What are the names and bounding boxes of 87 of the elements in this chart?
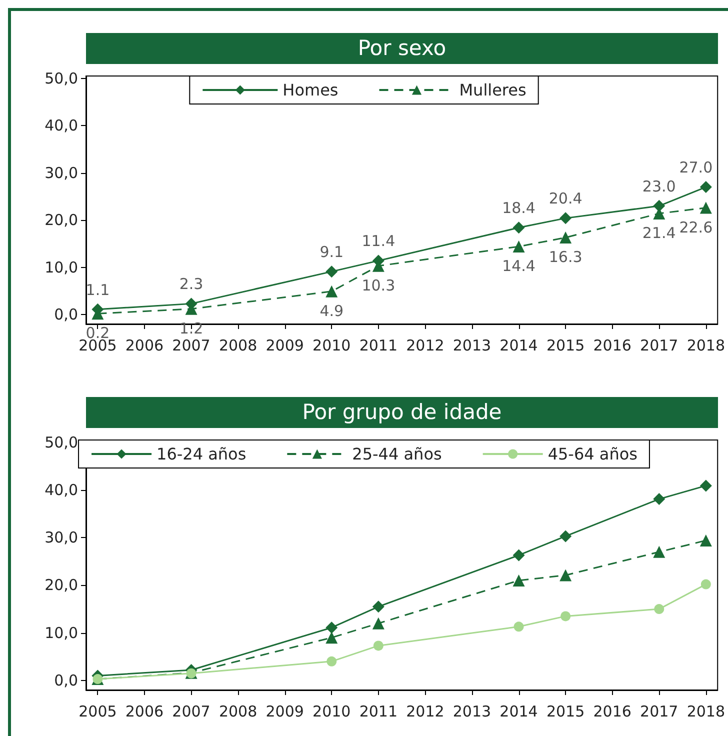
x-tick-label: 2017: [640, 702, 678, 720]
data-label: 11.4: [362, 232, 396, 250]
data-label: 27.0: [679, 158, 713, 177]
x-tick-label: 2010: [312, 702, 351, 720]
data-label: 22.6: [679, 218, 713, 236]
x-tick-label: 2017: [640, 336, 678, 354]
point: [326, 656, 337, 666]
x-tick-label: 2007: [172, 336, 210, 354]
point: [514, 622, 524, 632]
y-tick-label: 0,0: [54, 671, 78, 690]
point: [560, 530, 572, 542]
point: [512, 549, 525, 562]
data-label: 14.4: [502, 257, 536, 276]
point: [560, 611, 571, 622]
x-tick-label: 2018: [686, 336, 726, 354]
x-tick-label: 2016: [593, 336, 632, 354]
x-tick-label: 2008: [218, 702, 258, 720]
y-tick-label: 50,0: [44, 69, 78, 88]
point: [326, 266, 338, 278]
y-tick-label: 30,0: [44, 164, 78, 182]
x-tick-label: 2012: [406, 336, 444, 354]
x-tick-label: 2015: [546, 702, 585, 720]
x-tick-label: 2018: [686, 702, 726, 720]
data-label: 9.1: [320, 243, 344, 262]
data-label: 18.4: [502, 199, 536, 218]
x-tick-label: 2009: [266, 336, 304, 354]
legend-label: 45-64 años: [548, 444, 638, 464]
x-tick-label: 2011: [359, 336, 398, 354]
data-label: 1.2: [179, 319, 204, 338]
point: [560, 569, 572, 582]
x-tick-label: 2006: [125, 336, 164, 354]
point: [512, 222, 525, 234]
y-tick-label: 40,0: [44, 116, 78, 135]
point: [372, 617, 384, 630]
y-tick-label: 50,0: [44, 433, 78, 452]
point: [512, 574, 525, 586]
x-tick-label: 2016: [593, 702, 632, 720]
x-tick-label: 2010: [312, 336, 351, 354]
data-label: 10.3: [362, 276, 396, 294]
y-tick-label: 20,0: [44, 576, 78, 594]
chart-title: Por sexo: [86, 33, 718, 64]
legend-label: 25-44 años: [352, 444, 442, 464]
x-tick-label: 2006: [125, 702, 164, 720]
point: [560, 212, 572, 224]
x-tick-label: 2008: [218, 336, 258, 354]
y-tick-label: 0,0: [54, 306, 78, 324]
point: [700, 202, 712, 214]
point: [512, 240, 525, 253]
point: [653, 493, 666, 506]
x-tick-label: 2009: [266, 702, 304, 720]
point: [700, 181, 712, 194]
point: [326, 285, 338, 298]
x-tick-label: 2013: [452, 336, 492, 354]
y-tick-label: 10,0: [44, 258, 78, 276]
point: [654, 604, 664, 614]
data-label: 20.4: [548, 190, 582, 208]
point: [700, 534, 712, 546]
point: [373, 640, 384, 651]
data-label: 16.3: [548, 248, 582, 266]
data-label: 2.3: [179, 275, 204, 294]
y-tick-label: 30,0: [44, 528, 78, 547]
x-tick-label: 2013: [452, 702, 492, 720]
x-tick-label: 2012: [406, 702, 444, 720]
y-tick-label: 20,0: [44, 211, 78, 230]
data-label: 23.0: [642, 177, 676, 196]
point: [372, 600, 384, 613]
x-tick-label: 2005: [78, 702, 117, 720]
x-tick-label: 2015: [546, 336, 585, 354]
point: [700, 480, 712, 492]
data-label: 1.1: [86, 280, 110, 299]
chart-title: Por grupo de idade: [86, 397, 718, 428]
point: [700, 579, 711, 590]
legend-label: Homes: [282, 80, 338, 100]
y-tick-label: 40,0: [44, 481, 78, 499]
legend-label: Mulleres: [459, 80, 526, 100]
data-label: 21.4: [642, 224, 676, 242]
point: [653, 546, 666, 558]
x-tick-label: 2014: [500, 702, 538, 720]
data-label: 4.9: [320, 302, 344, 320]
y-tick-label: 10,0: [44, 624, 78, 642]
point: [560, 232, 572, 244]
x-tick-label: 2011: [359, 702, 398, 720]
point: [326, 632, 338, 644]
x-tick-label: 2007: [172, 702, 210, 720]
x-tick-label: 2014: [500, 336, 538, 354]
point: [326, 622, 338, 634]
legend-label: 16-24 años: [156, 444, 246, 464]
